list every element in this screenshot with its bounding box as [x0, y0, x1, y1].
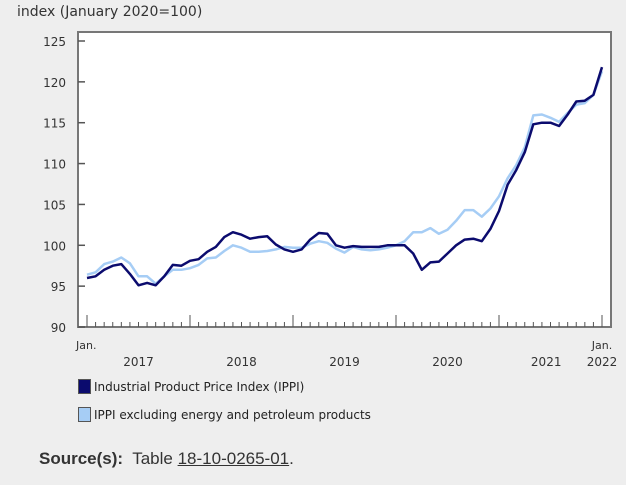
y-tick-label: 90 [51, 321, 66, 335]
x-year-label: 2020 [432, 355, 463, 369]
x-year-label: 2018 [226, 355, 257, 369]
source-prefix: Table [132, 449, 173, 468]
series-line-ippi-excl [86, 70, 604, 285]
source-label: Source(s): [39, 449, 124, 468]
source-suffix: . [289, 449, 294, 468]
y-tick-label: 120 [43, 76, 66, 90]
legend-label-ippi-excl: IPPI excluding energy and petroleum prod… [94, 407, 371, 422]
y-tick-label: 105 [43, 198, 66, 212]
y-tick-label: 110 [43, 158, 66, 172]
x-tick-label-start: Jan. [75, 339, 96, 352]
y-tick-label: 100 [43, 239, 66, 253]
legend-swatch-ippi-excl [78, 407, 91, 422]
source-note: Source(s): Table 18-10-0265-01. [39, 449, 294, 469]
plot-area [77, 31, 612, 328]
y-tick-label: 115 [43, 117, 66, 131]
legend-label-ippi: Industrial Product Price Index (IPPI) [94, 379, 305, 394]
y-axis-title: index (January 2020=100) [17, 4, 203, 20]
x-year-label: 2021 [531, 355, 562, 369]
x-year-label: 2017 [123, 355, 154, 369]
x-year-label: 2019 [329, 355, 360, 369]
legend-swatch-ippi [78, 379, 91, 394]
x-year-label: 2022 [587, 355, 618, 369]
line-chart: 90 95 100 105 110 115 120 125 Jan. Jan. 2017 2018 20… [43, 31, 618, 369]
legend-item-ippi-excl: IPPI excluding energy and petroleum prod… [78, 407, 371, 422]
x-tick-label-end: Jan. [591, 339, 612, 352]
legend-item-ippi: Industrial Product Price Index (IPPI) [78, 379, 304, 394]
series-line-ippi [86, 66, 604, 287]
y-tick-label: 125 [43, 35, 66, 49]
y-tick-label: 95 [51, 280, 66, 294]
source-table-link[interactable]: 18-10-0265-01 [177, 449, 290, 468]
